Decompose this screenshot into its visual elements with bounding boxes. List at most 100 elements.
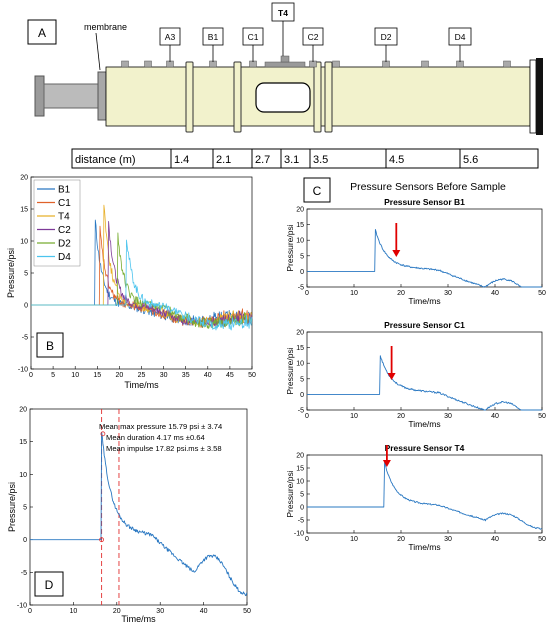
x-tick-label: 50 bbox=[538, 290, 546, 297]
y-tick-label: -5 bbox=[22, 335, 28, 342]
x-tick-label: 35 bbox=[182, 372, 190, 379]
y-tick-label: 15 bbox=[296, 466, 304, 473]
panel-a: A membrane A3 B1 C1 T4 C2 D2 D4 distance (m) 1… bbox=[27, 2, 543, 169]
x-tick-label: 25 bbox=[138, 372, 146, 379]
legend-box bbox=[33, 179, 81, 267]
onset-marker bbox=[99, 537, 105, 543]
y-tick-label: 10 bbox=[296, 238, 304, 245]
x-tick-label: 20 bbox=[116, 372, 124, 379]
legend-label-b1: B1 bbox=[58, 185, 71, 196]
x-tick-label: 10 bbox=[71, 372, 79, 379]
sensor-port-9 bbox=[421, 60, 429, 68]
y-axis-label: Pressure/psi bbox=[285, 470, 295, 517]
plot-area bbox=[306, 454, 543, 534]
distance-value-2: 2.1 bbox=[216, 154, 231, 166]
legend-label-d2: D2 bbox=[58, 239, 71, 250]
distance-table: distance (m) 1.4 2.1 2.7 3.1 3.5 4.5 5.6 bbox=[71, 148, 539, 169]
x-axis-label: Time/ms bbox=[408, 542, 440, 552]
distance-table-frame bbox=[71, 148, 539, 169]
panel-a-letter: A bbox=[38, 26, 46, 40]
x-axis-label: Time/ms bbox=[121, 614, 156, 624]
sensor-labels: A3 B1 C1 T4 C2 D2 D4 bbox=[159, 2, 472, 62]
panel-b-letter-box bbox=[36, 332, 64, 358]
highlight-arrow-head bbox=[382, 460, 391, 467]
y-tick-label: 0 bbox=[300, 392, 304, 399]
pressure-trace bbox=[30, 431, 248, 597]
y-axis-label: Pressure/psi bbox=[6, 248, 16, 298]
collar-4 bbox=[324, 61, 333, 133]
panel-c-letter: C bbox=[313, 184, 322, 198]
y-tick-label: -10 bbox=[17, 603, 27, 610]
x-tick-label: 10 bbox=[350, 413, 358, 420]
highlight-arrow-head bbox=[392, 250, 401, 257]
x-tick-label: 30 bbox=[444, 413, 452, 420]
x-tick-label: 0 bbox=[305, 413, 309, 420]
x-tick-label: 10 bbox=[350, 536, 358, 543]
x-tick-label: 40 bbox=[491, 536, 499, 543]
collar-2 bbox=[233, 61, 242, 133]
highlight-arrow-head bbox=[387, 373, 396, 380]
end-plate bbox=[529, 59, 537, 134]
x-tick-label: 0 bbox=[29, 372, 33, 379]
chart-title: Pressure Sensor C1 bbox=[384, 320, 465, 330]
distance-value-7: 5.6 bbox=[463, 154, 478, 166]
y-tick-label: 10 bbox=[20, 239, 28, 246]
tube-end-cap bbox=[536, 58, 543, 135]
legend-label-c2: C2 bbox=[58, 225, 71, 236]
y-tick-label: 10 bbox=[19, 472, 27, 479]
x-tick-label: 45 bbox=[226, 372, 234, 379]
collar-3 bbox=[313, 61, 322, 133]
y-tick-label: 0 bbox=[23, 537, 27, 544]
y-tick-label: 5 bbox=[24, 271, 28, 278]
y-tick-label: -5 bbox=[298, 408, 304, 415]
t4-mount-stem bbox=[280, 55, 290, 63]
x-axis-label: Time/ms bbox=[124, 380, 159, 390]
x-tick-label: 10 bbox=[70, 608, 78, 615]
x-tick-label: 30 bbox=[444, 290, 452, 297]
sensor-label-d4: D4 bbox=[455, 32, 466, 42]
x-tick-label: 0 bbox=[28, 608, 32, 615]
panel-c-letter-group: C bbox=[303, 177, 331, 203]
panel-b-letter-group: B bbox=[36, 332, 64, 358]
panel-d-chart: 0 10 20 30 40 50-10-505101520Time/msPressure/… bbox=[7, 407, 251, 625]
x-tick-label: 30 bbox=[444, 536, 452, 543]
x-tick-label: 0 bbox=[305, 536, 309, 543]
y-axis-label: Pressure/psi bbox=[7, 482, 17, 532]
y-tick-label: 15 bbox=[296, 222, 304, 229]
sensor-label-a3: A3 bbox=[165, 32, 176, 42]
sensor-label-b1: B1 bbox=[208, 32, 219, 42]
sensor-ports bbox=[121, 60, 511, 68]
x-tick-label: 30 bbox=[160, 372, 168, 379]
y-tick-label: -5 bbox=[298, 285, 304, 292]
panel-d-letter-group: D bbox=[34, 571, 64, 597]
sensor-label-c1: C1 bbox=[248, 32, 259, 42]
y-tick-label: -10 bbox=[18, 367, 28, 374]
y-tick-label: 5 bbox=[300, 492, 304, 499]
x-tick-label: 20 bbox=[397, 413, 405, 420]
driver-section bbox=[43, 83, 101, 109]
distance-value-1: 1.4 bbox=[174, 154, 189, 166]
x-axis-label: Time/ms bbox=[408, 296, 440, 306]
annotation-3: Mean impulse 17.82 psi.ms ± 3.58 bbox=[106, 444, 222, 453]
y-tick-label: 20 bbox=[296, 207, 304, 214]
y-tick-label: 20 bbox=[19, 407, 27, 414]
y-tick-label: 10 bbox=[296, 479, 304, 486]
y-tick-label: 15 bbox=[19, 439, 27, 446]
x-tick-label: 40 bbox=[491, 290, 499, 297]
x-tick-label: 40 bbox=[491, 413, 499, 420]
sensor-port-2 bbox=[144, 60, 152, 68]
sensor-port-1 bbox=[121, 60, 129, 68]
x-tick-label: 20 bbox=[113, 608, 121, 615]
distance-value-6: 4.5 bbox=[389, 154, 404, 166]
y-tick-label: 15 bbox=[296, 345, 304, 352]
x-tick-label: 50 bbox=[243, 608, 251, 615]
sensor-port-7 bbox=[332, 60, 340, 68]
y-tick-label: -5 bbox=[298, 518, 304, 525]
y-tick-label: 0 bbox=[300, 505, 304, 512]
plot-area bbox=[29, 408, 248, 606]
sensor-label-d2: D2 bbox=[381, 32, 392, 42]
pressure-trace bbox=[307, 461, 542, 530]
pressure-trace bbox=[307, 229, 542, 288]
y-tick-label: -5 bbox=[21, 570, 27, 577]
